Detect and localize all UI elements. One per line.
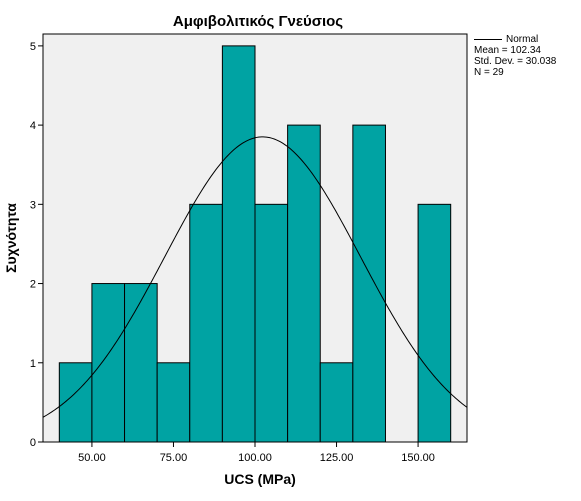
- legend-mean: Mean = 102.34: [474, 45, 541, 56]
- histogram-bar: [352, 124, 386, 443]
- histogram-bar: [189, 203, 223, 443]
- histogram-bar: [156, 362, 191, 443]
- normal-line-swatch: [474, 39, 502, 40]
- x-tick-label: 50.00: [78, 452, 106, 464]
- normal-curve: [42, 136, 468, 418]
- histogram-bar: [91, 283, 126, 443]
- y-tick-label: 5: [30, 41, 36, 53]
- bars-layer: [58, 45, 452, 443]
- legend: Normal Mean = 102.34 Std. Dev. = 30.038 …: [474, 34, 556, 78]
- x-axis-label: UCS (MPa): [224, 471, 296, 487]
- histogram-bar: [417, 203, 452, 443]
- legend-item-normal: Normal: [474, 34, 556, 45]
- x-tick-label: 75.00: [160, 452, 188, 464]
- histogram-bar: [319, 362, 354, 443]
- histogram-bar: [254, 203, 289, 443]
- y-tick-label: 1: [30, 358, 36, 370]
- y-tick-label: 0: [30, 437, 36, 449]
- x-tick-label: 125.00: [320, 452, 354, 464]
- y-tick-label: 3: [30, 199, 36, 211]
- x-tick-label: 150.00: [401, 452, 435, 464]
- legend-label: Normal: [506, 34, 539, 45]
- axes-layer: 50.00 75.00 100.00 125.00 150.00 0 1 2 3 4 5: [30, 41, 435, 464]
- legend-std-dev: Std. Dev. = 30.038: [474, 56, 557, 67]
- chart-title: Αμφιβολιτικός Γνεύσιος: [173, 13, 343, 30]
- histogram-bar: [124, 283, 158, 443]
- y-tick-label: 4: [30, 120, 36, 132]
- y-axis-label: Συχνότητα: [3, 203, 19, 273]
- x-tick-label: 100.00: [238, 452, 272, 464]
- histogram-bar: [221, 45, 256, 443]
- histogram-bar: [287, 124, 321, 443]
- y-tick-label: 2: [30, 279, 36, 291]
- legend-n: N = 29: [474, 67, 504, 78]
